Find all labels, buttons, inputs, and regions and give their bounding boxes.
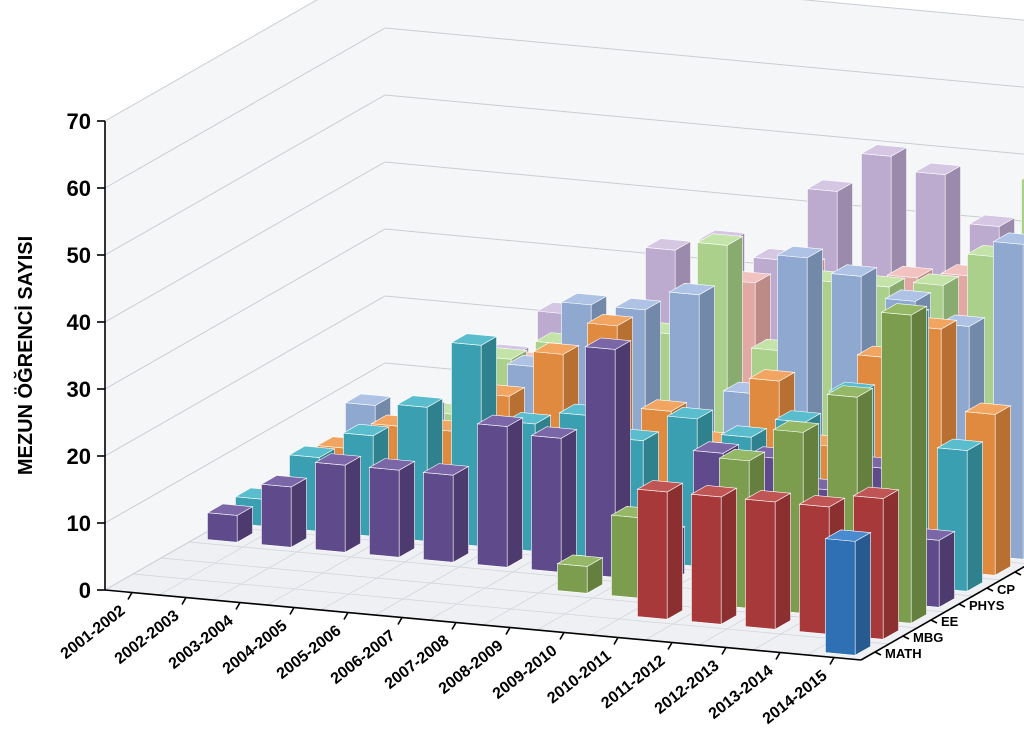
y-tick-label: 30 bbox=[67, 377, 91, 402]
x-tick bbox=[290, 608, 294, 615]
x-tick bbox=[776, 653, 780, 660]
bar bbox=[637, 480, 682, 619]
z-tick bbox=[931, 620, 937, 623]
y-tick-label: 40 bbox=[67, 310, 91, 335]
z-tick-label: EE bbox=[941, 614, 959, 629]
y-tick-label: 60 bbox=[67, 176, 91, 201]
z-tick bbox=[903, 636, 909, 639]
x-tick bbox=[236, 603, 240, 610]
y-tick-label: 50 bbox=[67, 243, 91, 268]
x-tick bbox=[128, 593, 132, 600]
z-tick bbox=[987, 588, 993, 591]
x-tick bbox=[668, 643, 672, 650]
bar bbox=[825, 530, 870, 655]
y-tick-label: 0 bbox=[79, 578, 91, 603]
bar bbox=[531, 427, 576, 573]
y-tick-label: 20 bbox=[67, 444, 91, 469]
z-tick-label: MATH bbox=[885, 646, 922, 661]
bar bbox=[261, 475, 306, 547]
bar bbox=[691, 485, 736, 624]
x-tick bbox=[614, 638, 618, 645]
bar bbox=[745, 490, 790, 629]
x-tick bbox=[506, 628, 510, 635]
z-tick bbox=[959, 604, 965, 607]
z-tick-label: MBG bbox=[913, 630, 943, 645]
x-tick bbox=[452, 623, 456, 630]
y-tick-label: 70 bbox=[67, 109, 91, 134]
x-tick bbox=[182, 598, 186, 605]
x-tick bbox=[344, 613, 348, 620]
x-tick bbox=[722, 648, 726, 655]
bar bbox=[477, 415, 522, 567]
y-axis-title: MEZUN ÖĞRENCİ SAYISI bbox=[13, 236, 37, 475]
x-tick bbox=[830, 658, 834, 665]
bar bbox=[423, 464, 468, 563]
x-tick bbox=[398, 618, 402, 625]
bar bbox=[557, 555, 602, 593]
z-tick bbox=[875, 652, 881, 655]
z-tick-label: PHYS bbox=[969, 598, 1005, 613]
bar bbox=[369, 459, 414, 558]
y-tick-label: 10 bbox=[67, 511, 91, 536]
bar bbox=[207, 504, 252, 542]
z-tick bbox=[1015, 572, 1021, 575]
bar bbox=[315, 454, 360, 553]
z-tick-label: CP bbox=[997, 582, 1015, 597]
x-tick bbox=[560, 633, 564, 640]
bar3d-chart: 010203040506070MEZUN ÖĞRENCİ SAYISI2001-… bbox=[0, 0, 1024, 730]
